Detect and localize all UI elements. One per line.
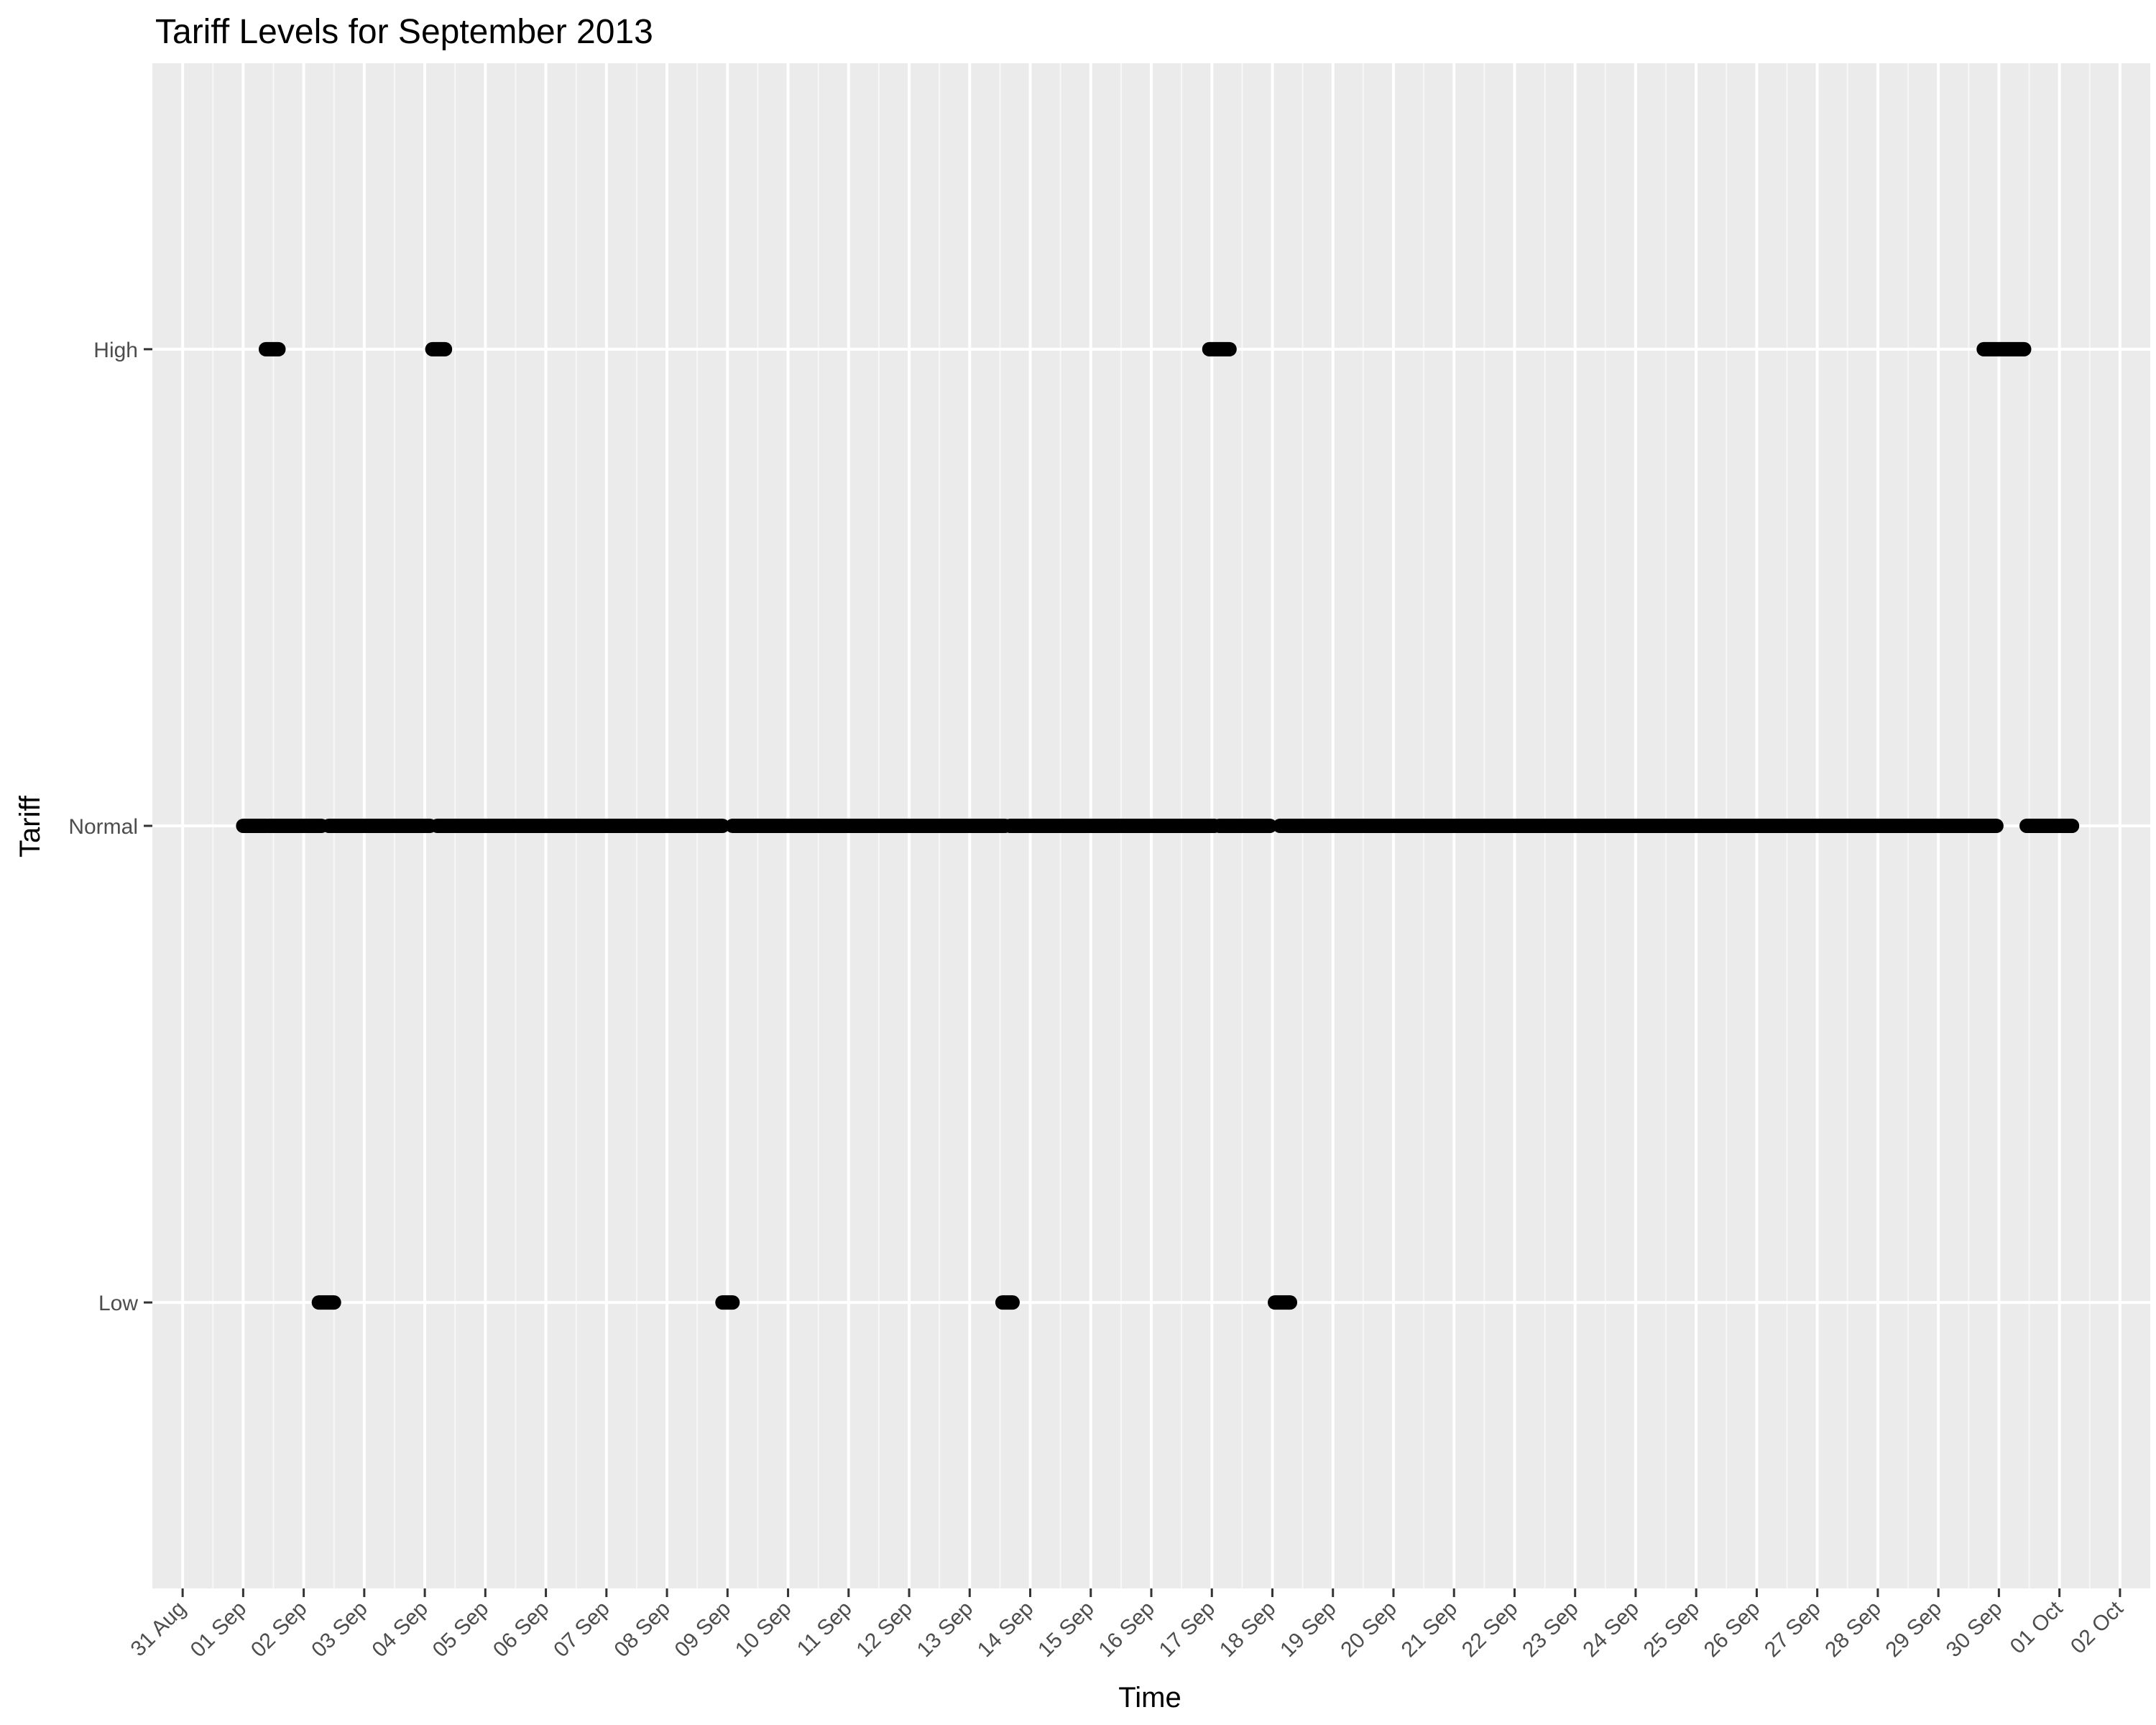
x-tick-label: 06 Sep	[489, 1597, 554, 1662]
x-axis-title: Time	[1118, 1682, 1181, 1714]
x-tick-label: 28 Sep	[1820, 1597, 1886, 1662]
x-tick-label: 22 Sep	[1457, 1597, 1523, 1662]
x-tick-label: 12 Sep	[852, 1597, 917, 1662]
y-tick-label: Normal	[68, 815, 138, 839]
x-tick-label: 26 Sep	[1700, 1597, 1765, 1662]
x-tick-label: 25 Sep	[1639, 1597, 1705, 1662]
x-tick-label: 10 Sep	[731, 1597, 796, 1662]
chart-title: Tariff Levels for September 2013	[155, 13, 653, 51]
x-tick-label: 01 Oct	[2006, 1596, 2068, 1658]
x-tick-label: 09 Sep	[671, 1597, 736, 1662]
x-tick-label: 11 Sep	[793, 1597, 857, 1661]
x-tick-label: 27 Sep	[1760, 1597, 1825, 1662]
x-tick-label: 03 Sep	[307, 1597, 372, 1662]
x-tick-label: 18 Sep	[1215, 1597, 1281, 1662]
x-tick-label: 21 Sep	[1397, 1597, 1462, 1662]
x-tick-label: 31 Aug	[126, 1597, 190, 1661]
x-tick-label: 01 Sep	[186, 1597, 252, 1662]
x-tick-label: 14 Sep	[973, 1597, 1038, 1662]
x-tick-label: 13 Sep	[913, 1597, 978, 1662]
y-axis: Low Normal High	[68, 339, 152, 1315]
x-tick-label: 15 Sep	[1033, 1597, 1099, 1662]
x-tick-label: 07 Sep	[549, 1597, 614, 1662]
x-tick-label: 29 Sep	[1881, 1597, 1947, 1662]
y-axis-title: Tariff	[14, 795, 46, 857]
x-tick-label: 02 Oct	[2066, 1596, 2128, 1658]
x-tick-label: 30 Sep	[1942, 1597, 2007, 1662]
x-tick-label: 05 Sep	[428, 1597, 494, 1662]
y-tick-label: High	[93, 339, 138, 362]
data-marks	[236, 341, 2080, 1310]
x-tick-label: 08 Sep	[609, 1597, 675, 1662]
y-tick-label: Low	[98, 1292, 138, 1315]
x-tick-label: 20 Sep	[1336, 1597, 1401, 1662]
x-tick-label: 16 Sep	[1094, 1597, 1159, 1662]
x-tick-label: 04 Sep	[367, 1597, 433, 1662]
x-tick-label: 02 Sep	[247, 1597, 312, 1662]
x-tick-label: 17 Sep	[1155, 1597, 1220, 1662]
x-tick-label: 23 Sep	[1518, 1597, 1583, 1662]
x-tick-label: 24 Sep	[1578, 1597, 1644, 1662]
x-tick-label: 19 Sep	[1276, 1597, 1341, 1662]
